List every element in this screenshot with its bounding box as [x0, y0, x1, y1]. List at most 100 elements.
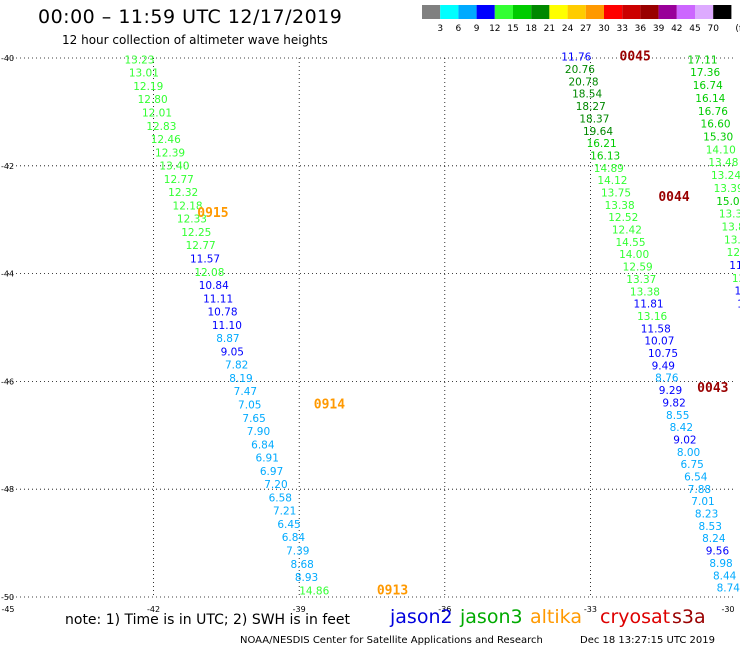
- wave-height-value: 13.38: [605, 200, 635, 212]
- wave-height-value: 9.49: [652, 360, 675, 372]
- wave-height-value: 9.82: [662, 397, 685, 409]
- wave-height-value: 14.86: [299, 585, 329, 597]
- colorbar-swatch: [640, 5, 659, 19]
- colorbar-label: 3: [437, 24, 443, 34]
- colorbar-label: 6: [456, 24, 462, 34]
- wave-height-value: 8.74: [717, 583, 740, 595]
- colorbar-swatch: [476, 5, 495, 19]
- wave-height-value: 11.58: [641, 323, 671, 335]
- wave-height-value: 12.33: [177, 214, 207, 226]
- colorbar-swatch: [531, 5, 550, 19]
- wave-height-value: 7.90: [247, 426, 270, 438]
- colorbar-label: 15: [507, 24, 518, 34]
- wave-height-value: 12.46: [151, 134, 181, 146]
- wave-height-value: 7.01: [691, 496, 714, 508]
- lon-tick-label: -36: [438, 605, 451, 614]
- wave-height-value: 10.66: [735, 286, 740, 298]
- wave-height-value: 16.14: [695, 93, 725, 105]
- wave-height-value: 9.05: [221, 346, 244, 358]
- colorbar-swatch: [604, 5, 623, 19]
- wave-height-value: 7.39: [286, 545, 309, 557]
- wave-height-value: 8.55: [666, 410, 689, 422]
- colorbar-swatch: [494, 5, 513, 19]
- colorbar-label: 12: [489, 24, 500, 34]
- wave-height-value: 11.04: [737, 299, 740, 311]
- lon-tick-label: -42: [147, 605, 160, 614]
- wave-height-value: 9.02: [673, 434, 696, 446]
- wave-height-value: 12.25: [181, 227, 211, 239]
- legend-s3a: s3a: [672, 606, 706, 628]
- wave-height-value: 13.40: [159, 161, 189, 173]
- wave-height-value: 7.20: [264, 479, 287, 491]
- wave-height-value: 8.24: [702, 533, 726, 545]
- colorbar-swatch: [513, 5, 532, 19]
- colorbar-label: 70: [707, 24, 719, 34]
- wave-height-value: 12.16: [732, 273, 740, 285]
- colorbar-label: 9: [474, 24, 480, 34]
- wave-height-value: 7.21: [273, 506, 296, 518]
- wave-height-value: 7.65: [242, 413, 265, 425]
- wave-height-value: 12.77: [186, 240, 216, 252]
- wave-height-value: 16.60: [701, 119, 731, 131]
- wave-height-value: 11.76: [561, 52, 591, 64]
- lon-tick-label: -30: [721, 605, 734, 614]
- wave-height-value: 10.84: [199, 280, 229, 292]
- colorbar-swatch: [622, 5, 641, 19]
- wave-height-value: 12.80: [138, 94, 168, 106]
- wave-height-value: 12.59: [623, 262, 653, 274]
- wave-height-value: 20.76: [565, 64, 595, 76]
- wave-height-value: 7.88: [688, 484, 711, 496]
- wave-height-value: 13.23: [124, 54, 154, 66]
- colorbar-label: 27: [580, 24, 591, 34]
- wave-height-value: 10.07: [644, 336, 674, 348]
- lon-tick-label: -33: [584, 605, 597, 614]
- wave-height-value: 18.54: [572, 89, 602, 101]
- wave-height-value: 8.23: [695, 509, 718, 521]
- lat-tick-label: -42: [1, 162, 14, 171]
- wave-height-value: 11.81: [634, 299, 664, 311]
- wave-height-value: 8.00: [677, 447, 700, 459]
- wave-height-value: 12.42: [612, 225, 642, 237]
- colorbar-swatch: [549, 5, 568, 19]
- wave-height-value: 8.42: [670, 422, 693, 434]
- wave-height-value: 18.37: [579, 113, 609, 125]
- wave-height-value: 6.84: [251, 439, 275, 451]
- wave-height-value: 12.83: [146, 121, 176, 133]
- wave-height-value: 10.75: [648, 348, 678, 360]
- colorbar-label: 33: [616, 24, 627, 34]
- legend-jason2: jason2: [390, 606, 453, 628]
- wave-height-value: 13.38: [630, 286, 660, 298]
- colorbar-label: 24: [562, 24, 574, 34]
- wave-height-value: 13.24: [711, 170, 740, 182]
- wave-height-value: 20.78: [569, 76, 599, 88]
- colorbar-swatch: [676, 5, 695, 19]
- colorbar-unit: (ft): [735, 24, 740, 34]
- colorbar-swatch: [585, 5, 604, 19]
- lat-tick-label: -44: [1, 270, 14, 279]
- colorbar-swatch: [458, 5, 477, 19]
- lat-tick-label: -46: [1, 377, 14, 386]
- wave-height-value: 8.53: [699, 521, 722, 533]
- colorbar-swatch: [658, 5, 677, 19]
- wave-height-value: 8.19: [229, 373, 252, 385]
- lat-tick-label: -40: [1, 54, 14, 63]
- lon-tick-label: -45: [1, 605, 14, 614]
- wave-height-value: 16.74: [693, 80, 723, 92]
- wave-height-value: 8.68: [290, 559, 313, 571]
- track-right-edge: 17.1117.3616.7416.1416.7616.6015.3014.10…: [687, 54, 740, 323]
- wave-height-value: 12.52: [608, 212, 638, 224]
- wave-height-value: 14.55: [615, 237, 645, 249]
- wave-height-value: 14.00: [619, 249, 649, 261]
- colorbar-swatch: [713, 5, 732, 19]
- wave-height-value: 17.11: [687, 54, 717, 66]
- wave-height-value: 13.37: [719, 209, 740, 221]
- lat-tick-label: -48: [1, 485, 14, 494]
- colorbar-label: 21: [544, 24, 555, 34]
- lon-tick-label: -39: [293, 605, 306, 614]
- pass-time-label: 0914: [314, 397, 345, 412]
- wave-height-value: 17.36: [690, 67, 720, 79]
- wave-height-value: 12.44: [727, 247, 740, 259]
- wave-height-value: 6.75: [680, 459, 703, 471]
- wave-height-value: 16.21: [587, 138, 617, 150]
